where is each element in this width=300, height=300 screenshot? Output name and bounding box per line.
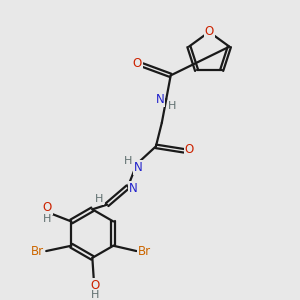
Text: O: O bbox=[43, 201, 52, 214]
Text: H: H bbox=[124, 156, 132, 166]
Text: O: O bbox=[205, 26, 214, 38]
Text: O: O bbox=[185, 143, 194, 156]
Text: H: H bbox=[95, 194, 103, 204]
Text: Br: Br bbox=[138, 244, 151, 257]
Text: O: O bbox=[91, 279, 100, 292]
Text: N: N bbox=[155, 93, 164, 106]
Text: Br: Br bbox=[32, 244, 44, 257]
Text: H: H bbox=[167, 101, 176, 111]
Text: O: O bbox=[133, 57, 142, 70]
Text: H: H bbox=[43, 214, 51, 224]
Text: H: H bbox=[91, 290, 100, 300]
Text: N: N bbox=[129, 182, 137, 195]
Text: N: N bbox=[134, 161, 142, 174]
